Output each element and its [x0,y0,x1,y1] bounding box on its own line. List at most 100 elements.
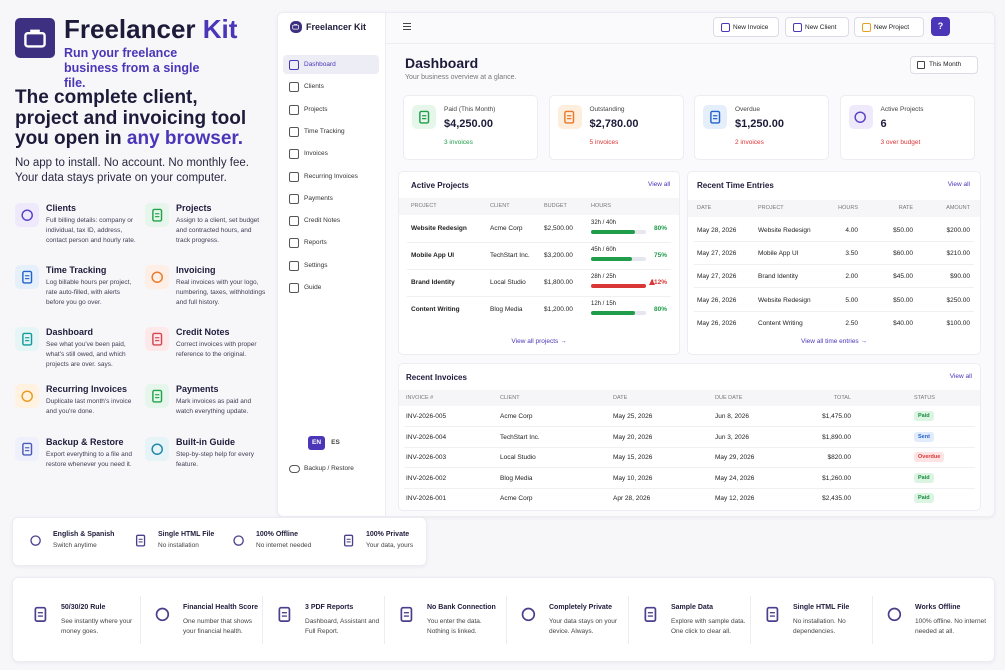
icon-glyph [21,390,33,402]
action-button[interactable]: New Project [854,17,924,37]
nav-item[interactable]: Payments [283,189,379,208]
cell: Website Redesign [758,296,811,304]
period-select[interactable]: This Month [910,56,978,74]
icon-glyph [24,29,46,48]
stat-card: Outstanding $2,780.00 5 invoices [548,95,684,160]
nav-item[interactable]: Reports [283,233,379,252]
cell: $90.00 [950,273,970,281]
lang-button[interactable]: EN [308,436,325,450]
nav-item[interactable]: Dashboard [283,55,379,74]
row-divider [404,426,975,427]
view-all-link[interactable]: View all [949,373,972,380]
stat-label: Overdue [735,106,760,113]
icon [145,437,169,461]
cell: Brand Identity [758,273,799,281]
column-header: HOURS [838,205,858,211]
nav-icon [289,260,299,271]
cell: Jun 8, 2026 [715,413,749,420]
status-badge: Paid [914,493,934,504]
warning-icon [649,279,655,285]
icon [15,437,39,461]
nav-item[interactable]: Invoices [283,144,379,163]
feature-text: See what you've been paid, what's still … [46,341,126,368]
cell: Local Studio [490,279,526,286]
action-button[interactable]: New Invoice [713,17,779,37]
benefit-divider [140,596,141,644]
hours-label: 45h / 60h [591,247,617,253]
feature-title: Dashboard [46,327,94,337]
cell: May 20, 2026 [613,433,653,441]
nav-item[interactable]: Projects [283,100,379,119]
column-header: DUE DATE [715,395,743,401]
header-row [399,390,980,406]
nav-item[interactable]: Recurring Invoices [283,167,379,186]
status-badge: Paid [914,472,934,483]
status-badge: Overdue [914,452,945,463]
benefit-title: 3 PDF Reports [305,604,354,611]
benefit-divider [384,596,385,644]
column-header: PROJECT [758,205,784,211]
icon [514,600,542,628]
help-button[interactable]: ? [931,17,950,36]
project-name: Website Redesign [411,225,467,232]
nav-label: Dashboard [304,61,336,68]
feature-text: Step-by-step help for every feature. [176,451,255,468]
stat-value: 6 [880,118,887,130]
cell: Website Redesign [758,227,811,234]
icon-glyph [854,111,867,123]
icon-glyph [887,607,901,621]
cell: May 26, 2026 [697,319,737,327]
nav-item[interactable]: Clients [283,77,379,96]
cell: May 26, 2026 [697,296,737,304]
column-header: BUDGET [544,203,567,209]
action-button[interactable]: New Client [785,17,849,37]
panel-footer-link[interactable]: View all time entries → [801,338,867,345]
progress-bar [591,284,646,288]
icon-glyph [151,271,163,283]
cell: Acme Corp [500,495,533,503]
cell: $820.00 [827,454,852,462]
action-icon [721,23,730,32]
active-projects-panel: Active Projects View all PROJECT CLIENT BUDG… [398,171,680,355]
nav-item[interactable]: Guide [283,278,379,297]
cell: Acme Corp [490,225,523,232]
icon-glyph [21,270,33,284]
cell: $1,260.00 [822,474,851,482]
cell: Content Writing [758,319,803,327]
stat-note: 3 over budget [880,139,921,146]
nav-item[interactable]: Time Tracking [283,122,379,141]
feature-title: Recurring Invoices [46,384,128,394]
sidebar: Freelancer Kit Dashboard Clients Projects Ti… [278,13,386,516]
icon-glyph [151,443,163,455]
row-divider [407,242,671,243]
project-name: Brand Identity [411,279,455,286]
panel-footer-link[interactable]: View all projects → [511,338,567,345]
cell: Apr 28, 2026 [613,495,651,503]
row-divider [404,446,975,448]
period-label: This Month [929,61,962,68]
brand-title-main: Freelancer [64,14,196,44]
progress-bar [591,311,635,315]
lang-button[interactable]: ES [331,439,340,446]
nav-item[interactable]: Credit Notes [283,211,379,230]
page-title: Dashboard [405,55,479,71]
feature-title: Backup & Restore [46,437,124,447]
benefit-text: Explore with sample data. One click to c… [671,618,746,635]
icon [130,530,152,552]
benefit-text: Your data stays on your device. Always. [549,618,618,635]
icon-glyph [155,607,169,621]
icon [15,18,55,58]
backup-link[interactable]: Backup / Restore [304,465,354,472]
icon [270,600,298,628]
invoices-panel: Recent Invoices View all INVOICE # CLIENT DA… [398,363,981,511]
nav-item[interactable]: Settings [283,256,379,275]
view-all-link[interactable]: View all [648,181,671,188]
nav-label: Projects [304,105,328,113]
cell: Jun 3, 2026 [715,433,749,441]
backup-icon [289,465,300,473]
icon [557,105,582,129]
cell: $50.00 [893,296,913,304]
view-all-link[interactable]: View all [947,181,970,188]
feature-text: Duplicate last month's invoice and you'r… [46,398,132,415]
header-row [688,200,980,217]
